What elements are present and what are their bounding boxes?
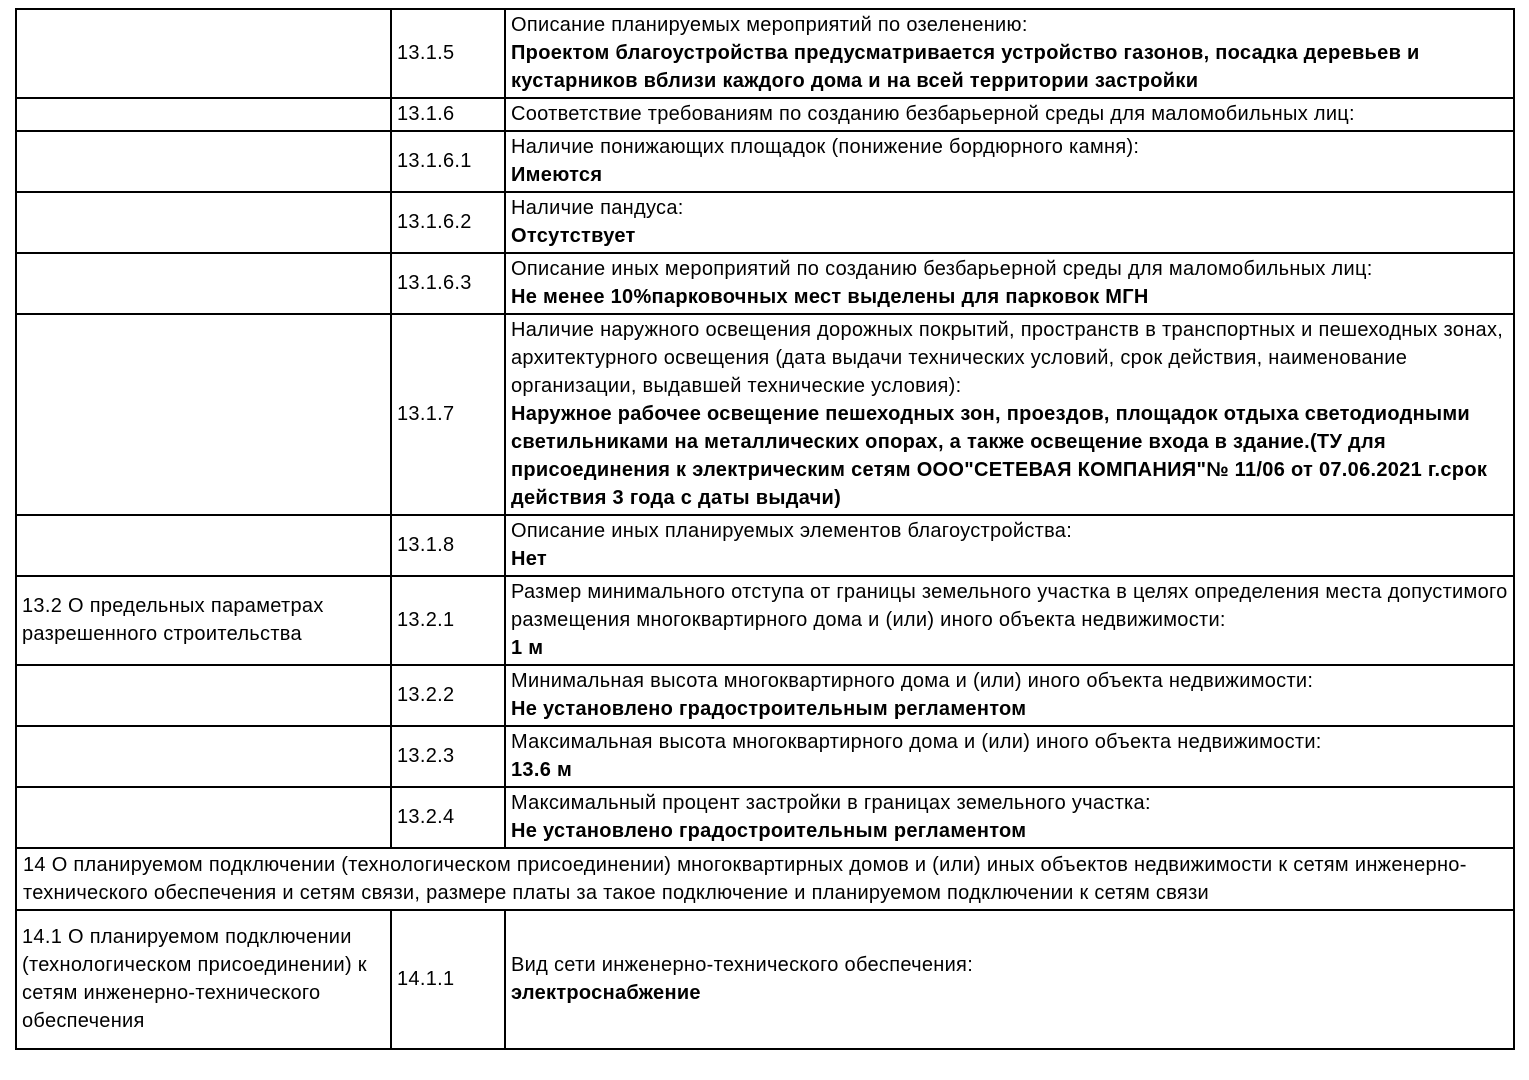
item-description-cell: Минимальная высота многоквартирного дома… [504, 664, 1515, 727]
table-body: 13.1.5 Описание планируемых мероприятий п… [15, 8, 1515, 1050]
item-code-cell: 13.1.6.2 [390, 191, 506, 254]
item-description-cell: Наличие понижающих площадок (понижение б… [504, 130, 1515, 193]
field-label: Минимальная высота многоквартирного дома… [511, 670, 1314, 692]
field-value: 13.6 м [511, 759, 573, 781]
item-code-cell: 14.1.1 [390, 909, 506, 1050]
item-description-cell: Описание планируемых мероприятий по озел… [504, 8, 1515, 99]
project-declaration-table: 13.1.5 Описание планируемых мероприятий п… [15, 8, 1515, 1050]
table-row: 13.1.5 Описание планируемых мероприятий п… [15, 8, 1515, 99]
field-label: Описание планируемых мероприятий по озел… [511, 14, 1028, 36]
section-header-text: 14 О планируемом подключении (технологич… [15, 847, 1515, 911]
section-title-cell [15, 664, 392, 727]
section-title-cell [15, 313, 392, 516]
item-code-cell: 13.1.6.3 [390, 252, 506, 315]
field-label: Наличие наружного освещения дорожных пок… [511, 319, 1504, 397]
section-title-cell [15, 130, 392, 193]
section-title-cell [15, 8, 392, 99]
field-value: Не менее 10%парковочных мест выделены дл… [511, 286, 1149, 308]
field-label: Максимальный процент застройки в граница… [511, 792, 1151, 814]
item-code-cell: 13.1.6.1 [390, 130, 506, 193]
section-title-cell: 13.2 О предельных параметрах разрешенног… [15, 575, 392, 666]
table-row: 13.2.4 Максимальный процент застройки в г… [15, 786, 1515, 849]
section-title-cell [15, 97, 392, 132]
table-row: 13.1.6.3 Описание иных мероприятий по соз… [15, 252, 1515, 315]
item-code-cell: 13.2.4 [390, 786, 506, 849]
item-description-cell: Размер минимального отступа от границы з… [504, 575, 1515, 666]
field-value: Не установлено градостроительным регламе… [511, 698, 1027, 720]
section-header-row: 14 О планируемом подключении (технологич… [15, 847, 1515, 911]
item-code-cell: 13.1.8 [390, 514, 506, 577]
table-row: 13.2 О предельных параметрах разрешенног… [15, 575, 1515, 666]
table-row: 13.1.8 Описание иных планируемых элементо… [15, 514, 1515, 577]
field-label: Вид сети инженерно-технического обеспече… [511, 954, 974, 976]
section-title-cell: 14.1 О планируемом подключении (технолог… [15, 909, 392, 1050]
field-value: Не установлено градостроительным регламе… [511, 820, 1027, 842]
item-description-cell: Вид сети инженерно-технического обеспече… [504, 909, 1515, 1050]
field-value: электроснабжение [511, 982, 701, 1004]
field-value: 1 м [511, 637, 544, 659]
item-description-cell: Максимальная высота многоквартирного дом… [504, 725, 1515, 788]
table-row: 14.1 О планируемом подключении (технолог… [15, 909, 1515, 1050]
table-row: 13.1.7 Наличие наружного освещения дорожн… [15, 313, 1515, 516]
item-description-cell: Наличие пандуса: Отсутствует [504, 191, 1515, 254]
field-value: Проектом благоустройства предусматривает… [511, 42, 1420, 92]
field-label: Максимальная высота многоквартирного дом… [511, 731, 1322, 753]
field-label: Соответствие требованиям по созданию без… [511, 103, 1355, 125]
field-label: Описание иных мероприятий по созданию бе… [511, 258, 1373, 280]
item-description-cell: Наличие наружного освещения дорожных пок… [504, 313, 1515, 516]
field-value: Отсутствует [511, 225, 636, 247]
section-title-cell [15, 191, 392, 254]
item-description-cell: Максимальный процент застройки в граница… [504, 786, 1515, 849]
table-row: 13.1.6.1 Наличие понижающих площадок (пон… [15, 130, 1515, 193]
table-row: 13.2.3 Максимальная высота многоквартирно… [15, 725, 1515, 788]
table-row: 13.2.2 Минимальная высота многоквартирног… [15, 664, 1515, 727]
item-code-cell: 13.2.2 [390, 664, 506, 727]
field-value: Имеются [511, 164, 603, 186]
item-code-cell: 13.2.1 [390, 575, 506, 666]
item-code-cell: 13.1.6 [390, 97, 506, 132]
section-title-cell [15, 786, 392, 849]
section-title-cell [15, 725, 392, 788]
table-row: 13.1.6.2 Наличие пандуса: Отсутствует [15, 191, 1515, 254]
item-code-cell: 13.2.3 [390, 725, 506, 788]
field-value: Наружное рабочее освещение пешеходных зо… [511, 403, 1488, 509]
field-label: Наличие пандуса: [511, 197, 684, 219]
item-description-cell: Описание иных мероприятий по созданию бе… [504, 252, 1515, 315]
item-code-cell: 13.1.7 [390, 313, 506, 516]
section-title-cell [15, 252, 392, 315]
item-code-cell: 13.1.5 [390, 8, 506, 99]
field-label: Размер минимального отступа от границы з… [511, 581, 1508, 631]
item-description-cell: Соответствие требованиям по созданию без… [504, 97, 1515, 132]
field-label: Описание иных планируемых элементов благ… [511, 520, 1073, 542]
item-description-cell: Описание иных планируемых элементов благ… [504, 514, 1515, 577]
section-title-cell [15, 514, 392, 577]
field-value: Нет [511, 548, 547, 570]
table-row: 13.1.6 Соответствие требованиям по создан… [15, 97, 1515, 132]
field-label: Наличие понижающих площадок (понижение б… [511, 136, 1140, 158]
